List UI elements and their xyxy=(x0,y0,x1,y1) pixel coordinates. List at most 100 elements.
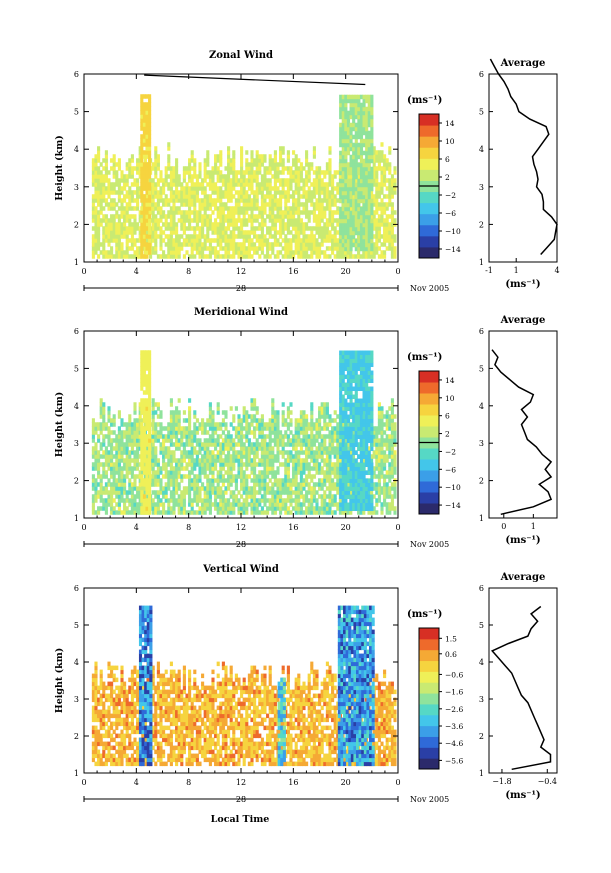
heatmap-cell xyxy=(104,154,108,159)
heatmap-cell xyxy=(175,434,179,439)
heatmap-cell xyxy=(203,198,207,203)
heatmap-cell xyxy=(240,146,244,151)
average-title: Average xyxy=(500,58,546,69)
heatmap-cell xyxy=(128,470,132,475)
heatmap-cell xyxy=(388,214,392,219)
heatmap-cell xyxy=(133,474,137,479)
heatmap-cell xyxy=(208,422,212,427)
heatmap-cell xyxy=(104,170,108,175)
heatmap-cell xyxy=(120,450,124,455)
y-tick-label: 6 xyxy=(74,70,79,79)
heatmap-cell xyxy=(206,202,210,207)
heatmap-column-cell xyxy=(367,114,371,120)
heatmap-cell xyxy=(310,210,314,215)
heatmap-cell xyxy=(240,190,244,195)
heatmap-column-cell xyxy=(339,126,343,132)
heatmap-column-cell xyxy=(339,134,343,140)
heatmap-column-cell xyxy=(357,194,361,200)
heatmap-cell xyxy=(94,210,98,215)
heatmap-column-cell xyxy=(367,162,371,168)
heatmap-cell xyxy=(198,490,202,495)
heatmap-cell xyxy=(227,250,231,255)
heatmap-cell xyxy=(297,166,301,171)
heatmap-cell xyxy=(375,242,379,247)
heatmap-column-cell xyxy=(145,94,149,99)
heatmap-column-cell xyxy=(359,102,364,108)
heatmap-cell xyxy=(292,490,296,495)
heatmap-cell xyxy=(250,198,254,203)
heatmap-cell xyxy=(123,214,127,219)
heatmap-cell xyxy=(328,234,332,239)
heatmap-column-cell xyxy=(339,102,343,108)
heatmap-cell xyxy=(138,210,142,215)
heatmap-cell xyxy=(94,490,98,495)
heatmap-column-cell xyxy=(367,158,371,164)
heatmap-cell xyxy=(112,198,116,203)
heatmap-cell xyxy=(328,458,332,463)
heatmap-cell xyxy=(333,194,337,199)
heatmap-cell xyxy=(216,402,220,407)
heatmap-cell xyxy=(167,474,171,479)
heatmap-cell xyxy=(318,426,322,431)
heatmap-cell xyxy=(167,234,171,239)
heatmap-cell xyxy=(216,194,220,199)
heatmap-cell xyxy=(375,198,379,203)
heatmap-cell xyxy=(312,150,316,155)
heatmap-cell xyxy=(177,246,181,251)
heatmap-cell xyxy=(154,174,158,179)
heatmap-cell xyxy=(227,482,231,487)
heatmap-cell xyxy=(94,478,98,483)
heatmap-cell xyxy=(240,222,244,227)
heatmap-cell xyxy=(377,214,381,219)
heatmap-cell xyxy=(271,462,275,467)
heatmap-cell xyxy=(172,498,176,503)
heatmap-cell xyxy=(292,434,296,439)
heatmap-cell xyxy=(307,510,311,515)
heatmap-cell xyxy=(159,478,163,483)
heatmap-cell xyxy=(188,462,192,467)
heatmap-cell xyxy=(91,494,95,499)
heatmap-cell xyxy=(315,238,319,243)
heatmap-cell xyxy=(138,478,142,483)
heatmap-column-cell xyxy=(365,134,369,140)
heatmap-cell xyxy=(201,254,205,259)
heatmap-cell xyxy=(305,462,309,467)
heatmap-cell xyxy=(203,454,207,459)
heatmap-cell xyxy=(281,210,285,215)
heatmap-cell xyxy=(136,166,140,171)
heatmap-cell xyxy=(167,142,171,147)
heatmap-cell xyxy=(331,434,335,439)
heatmap-cell xyxy=(258,434,262,439)
heatmap-cell xyxy=(224,254,228,259)
heatmap-cell xyxy=(169,422,173,427)
heatmap-cell xyxy=(279,438,283,443)
heatmap-column-cell xyxy=(341,190,345,196)
heatmap-cell xyxy=(224,246,228,251)
heatmap-cell xyxy=(372,170,376,175)
heatmap-column-cell xyxy=(140,122,144,127)
heatmap-cell xyxy=(110,450,114,455)
heatmap-cell xyxy=(266,466,270,471)
heatmap-cell xyxy=(268,186,272,191)
heatmap-cell xyxy=(307,170,311,175)
heatmap-cell xyxy=(286,166,290,171)
heatmap-cell xyxy=(310,438,314,443)
heatmap-column-cell xyxy=(145,146,149,151)
heatmap-cell xyxy=(128,418,132,423)
heatmap-cell xyxy=(315,510,319,515)
heatmap-cell xyxy=(107,434,111,439)
heatmap-cell xyxy=(154,226,158,231)
heatmap-cell xyxy=(255,482,259,487)
heatmap-cell xyxy=(318,430,322,435)
heatmap-cell xyxy=(172,222,176,227)
heatmap-cell xyxy=(172,242,176,247)
heatmap-column-cell xyxy=(140,158,144,163)
heatmap-cell xyxy=(208,218,212,223)
heatmap-cell xyxy=(255,426,259,431)
heatmap-cell xyxy=(328,230,332,235)
heatmap-cell xyxy=(263,254,267,259)
heatmap-cell xyxy=(242,446,246,451)
heatmap-cell xyxy=(289,490,293,495)
heatmap-cell xyxy=(292,466,296,471)
heatmap-cell xyxy=(237,218,241,223)
